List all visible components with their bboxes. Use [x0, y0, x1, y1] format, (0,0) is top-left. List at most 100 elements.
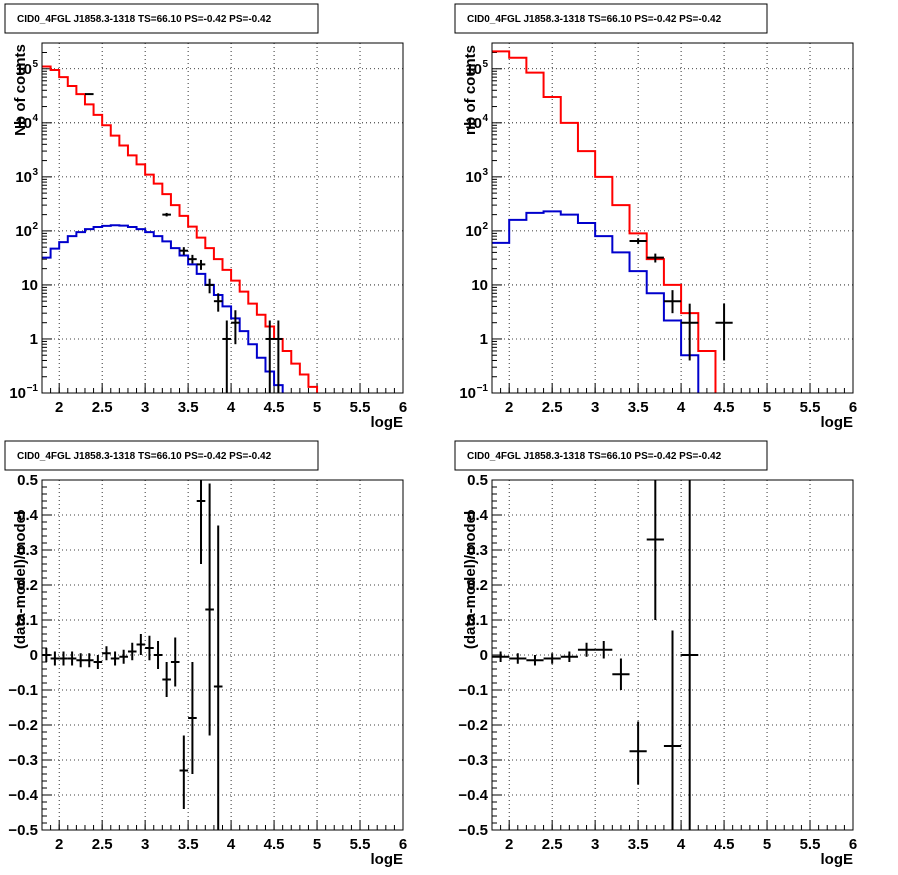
- data-point: [629, 238, 647, 245]
- data-point: [127, 642, 137, 661]
- y-tick-label: −0.4: [8, 787, 38, 804]
- x-tick-label: 6: [849, 836, 857, 853]
- x-tick-label: 2.5: [92, 836, 113, 853]
- y-axis-label: Nb of counts: [12, 44, 29, 136]
- title-box: [454, 3, 768, 34]
- y-tick-label: 0.1: [17, 612, 38, 629]
- data-point: [629, 721, 647, 785]
- y-tick-exponent: −1: [477, 383, 489, 394]
- x-tick-label: 2: [55, 836, 63, 853]
- y-tick-label: 0.2: [467, 577, 488, 594]
- x-tick-label: 4: [227, 399, 236, 416]
- chart-panel-2: CID0_4FGL J1858.3-1318 TS=66.10 PS=-0.42…: [454, 3, 857, 431]
- y-tick-exponent: 2: [482, 221, 488, 232]
- data-point: [153, 641, 163, 669]
- data-point: [59, 651, 68, 666]
- y-tick-label: −0.4: [458, 787, 488, 804]
- title-box: [454, 440, 768, 471]
- x-tick-label: 2: [505, 836, 513, 853]
- x-tick-label: 3: [141, 399, 149, 416]
- data-point: [543, 653, 561, 664]
- x-tick-label: 4: [227, 836, 236, 853]
- data-point: [265, 320, 275, 393]
- y-tick-label: −0.1: [8, 682, 38, 699]
- data-point: [136, 634, 146, 655]
- y-tick-label: 0.4: [17, 507, 39, 524]
- plot-frame: [491, 42, 854, 394]
- data-point: [205, 483, 214, 736]
- data-point: [170, 637, 180, 687]
- y-tick-exponent: 5: [482, 59, 488, 70]
- x-tick-label: 4.5: [714, 836, 735, 853]
- data-point: [681, 480, 699, 830]
- data-point: [162, 662, 171, 697]
- x-tick-label: 5.5: [800, 836, 821, 853]
- chart-title: CID0_4FGL J1858.3-1318 TS=66.10 PS=-0.42…: [467, 14, 722, 25]
- x-tick-label: 2.5: [542, 836, 563, 853]
- title-box: [4, 440, 319, 471]
- y-tick-label: 10: [465, 61, 482, 78]
- x-tick-label: 4.5: [264, 836, 285, 853]
- x-tick-label: 2: [55, 399, 63, 416]
- data-point: [196, 259, 206, 270]
- y-tick-exponent: 4: [32, 113, 38, 124]
- y-axis-label: (data-model)/model: [12, 511, 29, 649]
- data-point: [188, 662, 197, 774]
- data-point: [681, 303, 699, 361]
- y-tick-label: −0.2: [458, 717, 488, 734]
- chart-panel-3: CID0_4FGL J1858.3-1318 TS=66.10 PS=-0.42…: [4, 440, 407, 868]
- y-tick-label: 0.2: [17, 577, 38, 594]
- x-tick-label: 5.5: [800, 399, 821, 416]
- y-tick-exponent: 2: [32, 221, 38, 232]
- y-tick-label: 1: [30, 331, 38, 348]
- chart-title: CID0_4FGL J1858.3-1318 TS=66.10 PS=-0.42…: [17, 451, 272, 462]
- data-point: [145, 635, 154, 661]
- y-tick-label: 10: [465, 115, 482, 132]
- y-tick-label: 1: [480, 331, 488, 348]
- plot-area: [492, 50, 733, 393]
- data-point: [84, 653, 94, 668]
- y-tick-label: 0.3: [467, 542, 488, 559]
- x-tick-label: 4.5: [714, 399, 735, 416]
- y-tick-label: 0: [480, 647, 488, 664]
- histogram-series-1: [492, 50, 717, 393]
- y-tick-label: 10: [459, 385, 476, 402]
- x-tick-label: 3: [591, 399, 599, 416]
- x-tick-label: 2: [505, 399, 513, 416]
- plot-area: [42, 65, 319, 393]
- data-point: [119, 649, 128, 664]
- y-tick-exponent: 5: [32, 59, 38, 70]
- x-tick-label: 3.5: [178, 399, 199, 416]
- data-point: [179, 247, 189, 255]
- data-point: [76, 653, 85, 668]
- data-point: [526, 655, 544, 666]
- x-axis-label: logE: [821, 414, 854, 431]
- y-tick-exponent: 3: [32, 167, 38, 178]
- y-axis-label: nb of counts: [462, 45, 479, 135]
- x-tick-label: 6: [849, 399, 857, 416]
- y-tick-label: 10: [465, 169, 482, 186]
- y-tick-label: −0.5: [458, 822, 488, 839]
- chart-panel-4: CID0_4FGL J1858.3-1318 TS=66.10 PS=-0.42…: [454, 440, 857, 868]
- x-tick-label: 4.5: [264, 399, 285, 416]
- data-point: [612, 658, 630, 690]
- x-axis-label: logE: [821, 851, 854, 868]
- y-tick-label: 10: [465, 223, 482, 240]
- x-axis-label: logE: [371, 851, 404, 868]
- x-tick-label: 5: [313, 836, 321, 853]
- data-point: [42, 648, 51, 662]
- data-point: [102, 646, 111, 661]
- data-point: [646, 253, 664, 263]
- y-tick-exponent: 3: [482, 167, 488, 178]
- y-axis-label: (data-model)/model: [462, 511, 479, 649]
- y-tick-label: −0.2: [8, 717, 38, 734]
- data-point: [213, 525, 223, 830]
- y-tick-label: 0: [30, 647, 38, 664]
- x-tick-label: 5.5: [350, 836, 371, 853]
- data-point: [222, 320, 232, 393]
- plot-area: [492, 480, 699, 830]
- data-point: [196, 480, 206, 564]
- data-point: [646, 480, 664, 620]
- y-tick-label: 10: [15, 169, 32, 186]
